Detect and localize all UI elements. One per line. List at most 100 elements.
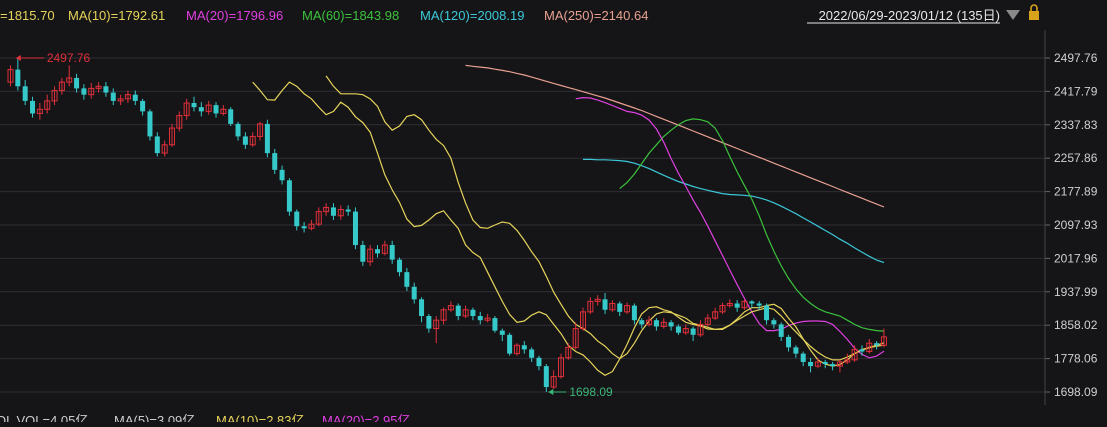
- candle-body: [367, 248, 374, 263]
- up-candle: [558, 353, 564, 379]
- volume-legend-item: MA(20)=2.95亿: [322, 413, 411, 422]
- candle-body: [814, 361, 821, 367]
- up-candle: [646, 316, 653, 327]
- down-candle: [543, 364, 549, 392]
- lock-icon[interactable]: [1029, 4, 1039, 20]
- date-range-control[interactable]: 2022/06/29-2023/01/12 (135日): [807, 4, 1039, 24]
- candle-body: [7, 69, 14, 83]
- candle-body: [397, 259, 403, 273]
- down-candle: [419, 297, 425, 323]
- candle-body: [220, 108, 227, 114]
- candle-body: [507, 334, 513, 354]
- up-candle: [205, 100, 212, 115]
- candle-body: [272, 153, 278, 170]
- up-candle: [183, 98, 190, 120]
- down-candle: [734, 300, 740, 312]
- down-candle: [198, 102, 204, 117]
- down-candle: [477, 311, 483, 325]
- volume-legend-item: OL VOL=4.05亿: [0, 413, 88, 422]
- down-candle: [668, 320, 674, 331]
- candle-body: [235, 123, 241, 137]
- candle-body: [572, 328, 579, 348]
- candle-body: [690, 328, 696, 335]
- date-range-label[interactable]: 2022/06/29-2023/01/12 (135日): [819, 8, 1000, 23]
- up-candle: [176, 111, 183, 132]
- up-candle: [308, 219, 315, 231]
- candle-body: [786, 336, 792, 348]
- up-candle: [124, 90, 131, 104]
- candle-body: [132, 94, 138, 101]
- candle-body: [800, 353, 806, 362]
- ma-legend: =1815.70 MA(10)=1792.61 MA(20)=1796.96 MA(6…: [0, 8, 648, 23]
- candle-body: [360, 245, 366, 262]
- down-candle: [756, 300, 762, 310]
- up-candle: [741, 299, 748, 310]
- down-candle: [132, 90, 138, 106]
- down-candle: [786, 334, 792, 352]
- down-candle: [830, 361, 836, 371]
- candle-body: [315, 211, 322, 225]
- up-candle: [660, 318, 667, 329]
- up-candle: [572, 322, 579, 350]
- up-candle: [447, 301, 454, 312]
- candle-body: [176, 115, 183, 129]
- up-candle: [587, 297, 594, 314]
- down-candle: [242, 132, 248, 149]
- candle-body: [836, 361, 843, 367]
- down-candle: [521, 341, 527, 354]
- y-tick-label: 1778.06: [1054, 352, 1098, 366]
- candle-body: [874, 343, 880, 346]
- candle-body: [381, 244, 388, 254]
- up-candle: [51, 86, 58, 106]
- y-tick-label: 1937.99: [1054, 285, 1098, 299]
- down-candle: [154, 132, 160, 157]
- candle-body: [675, 326, 681, 333]
- up-candle: [704, 313, 711, 327]
- down-candle: [639, 318, 645, 329]
- candle-body: [103, 86, 109, 93]
- down-candle: [213, 102, 219, 118]
- down-candle: [360, 240, 366, 266]
- candle-body: [352, 211, 358, 246]
- dropdown-arrow-icon[interactable]: [1006, 10, 1020, 20]
- candle-body: [58, 81, 65, 91]
- down-candle: [411, 282, 417, 304]
- candle-body: [110, 92, 116, 101]
- down-candle: [778, 322, 784, 342]
- candle-body: [646, 319, 653, 325]
- up-candle: [624, 302, 631, 314]
- down-candle: [631, 303, 637, 325]
- down-candle: [529, 347, 535, 362]
- candle-body: [734, 303, 740, 308]
- ma-line: [583, 158, 885, 264]
- up-candle: [880, 328, 887, 348]
- candle-body: [462, 309, 469, 317]
- up-candle: [580, 307, 587, 331]
- candle-body: [36, 108, 43, 114]
- price-axis: 2497.76 2417.79 2337.83 2257.86 2177.89 2097.…: [1044, 30, 1098, 405]
- up-candle: [58, 77, 65, 95]
- candle-body: [704, 317, 711, 325]
- down-candle: [771, 318, 777, 329]
- candle-body: [117, 98, 124, 102]
- candle-body: [543, 366, 549, 388]
- candle-body: [447, 305, 454, 311]
- candle-body: [22, 86, 28, 101]
- y-tick-label: 2257.86: [1054, 151, 1098, 165]
- candle-body: [558, 357, 564, 378]
- up-candle: [565, 343, 572, 360]
- down-candle: [793, 345, 799, 358]
- candle-body: [433, 319, 440, 330]
- down-candle: [110, 88, 116, 106]
- down-candle: [859, 345, 865, 356]
- candle-body: [851, 348, 858, 361]
- candle-body: [793, 347, 799, 354]
- candle-body: [741, 300, 748, 309]
- down-candle: [455, 303, 461, 321]
- candle-body: [279, 169, 285, 181]
- down-candle: [499, 328, 505, 342]
- down-candle: [140, 98, 146, 116]
- down-candle: [294, 209, 300, 231]
- down-candle: [30, 96, 36, 118]
